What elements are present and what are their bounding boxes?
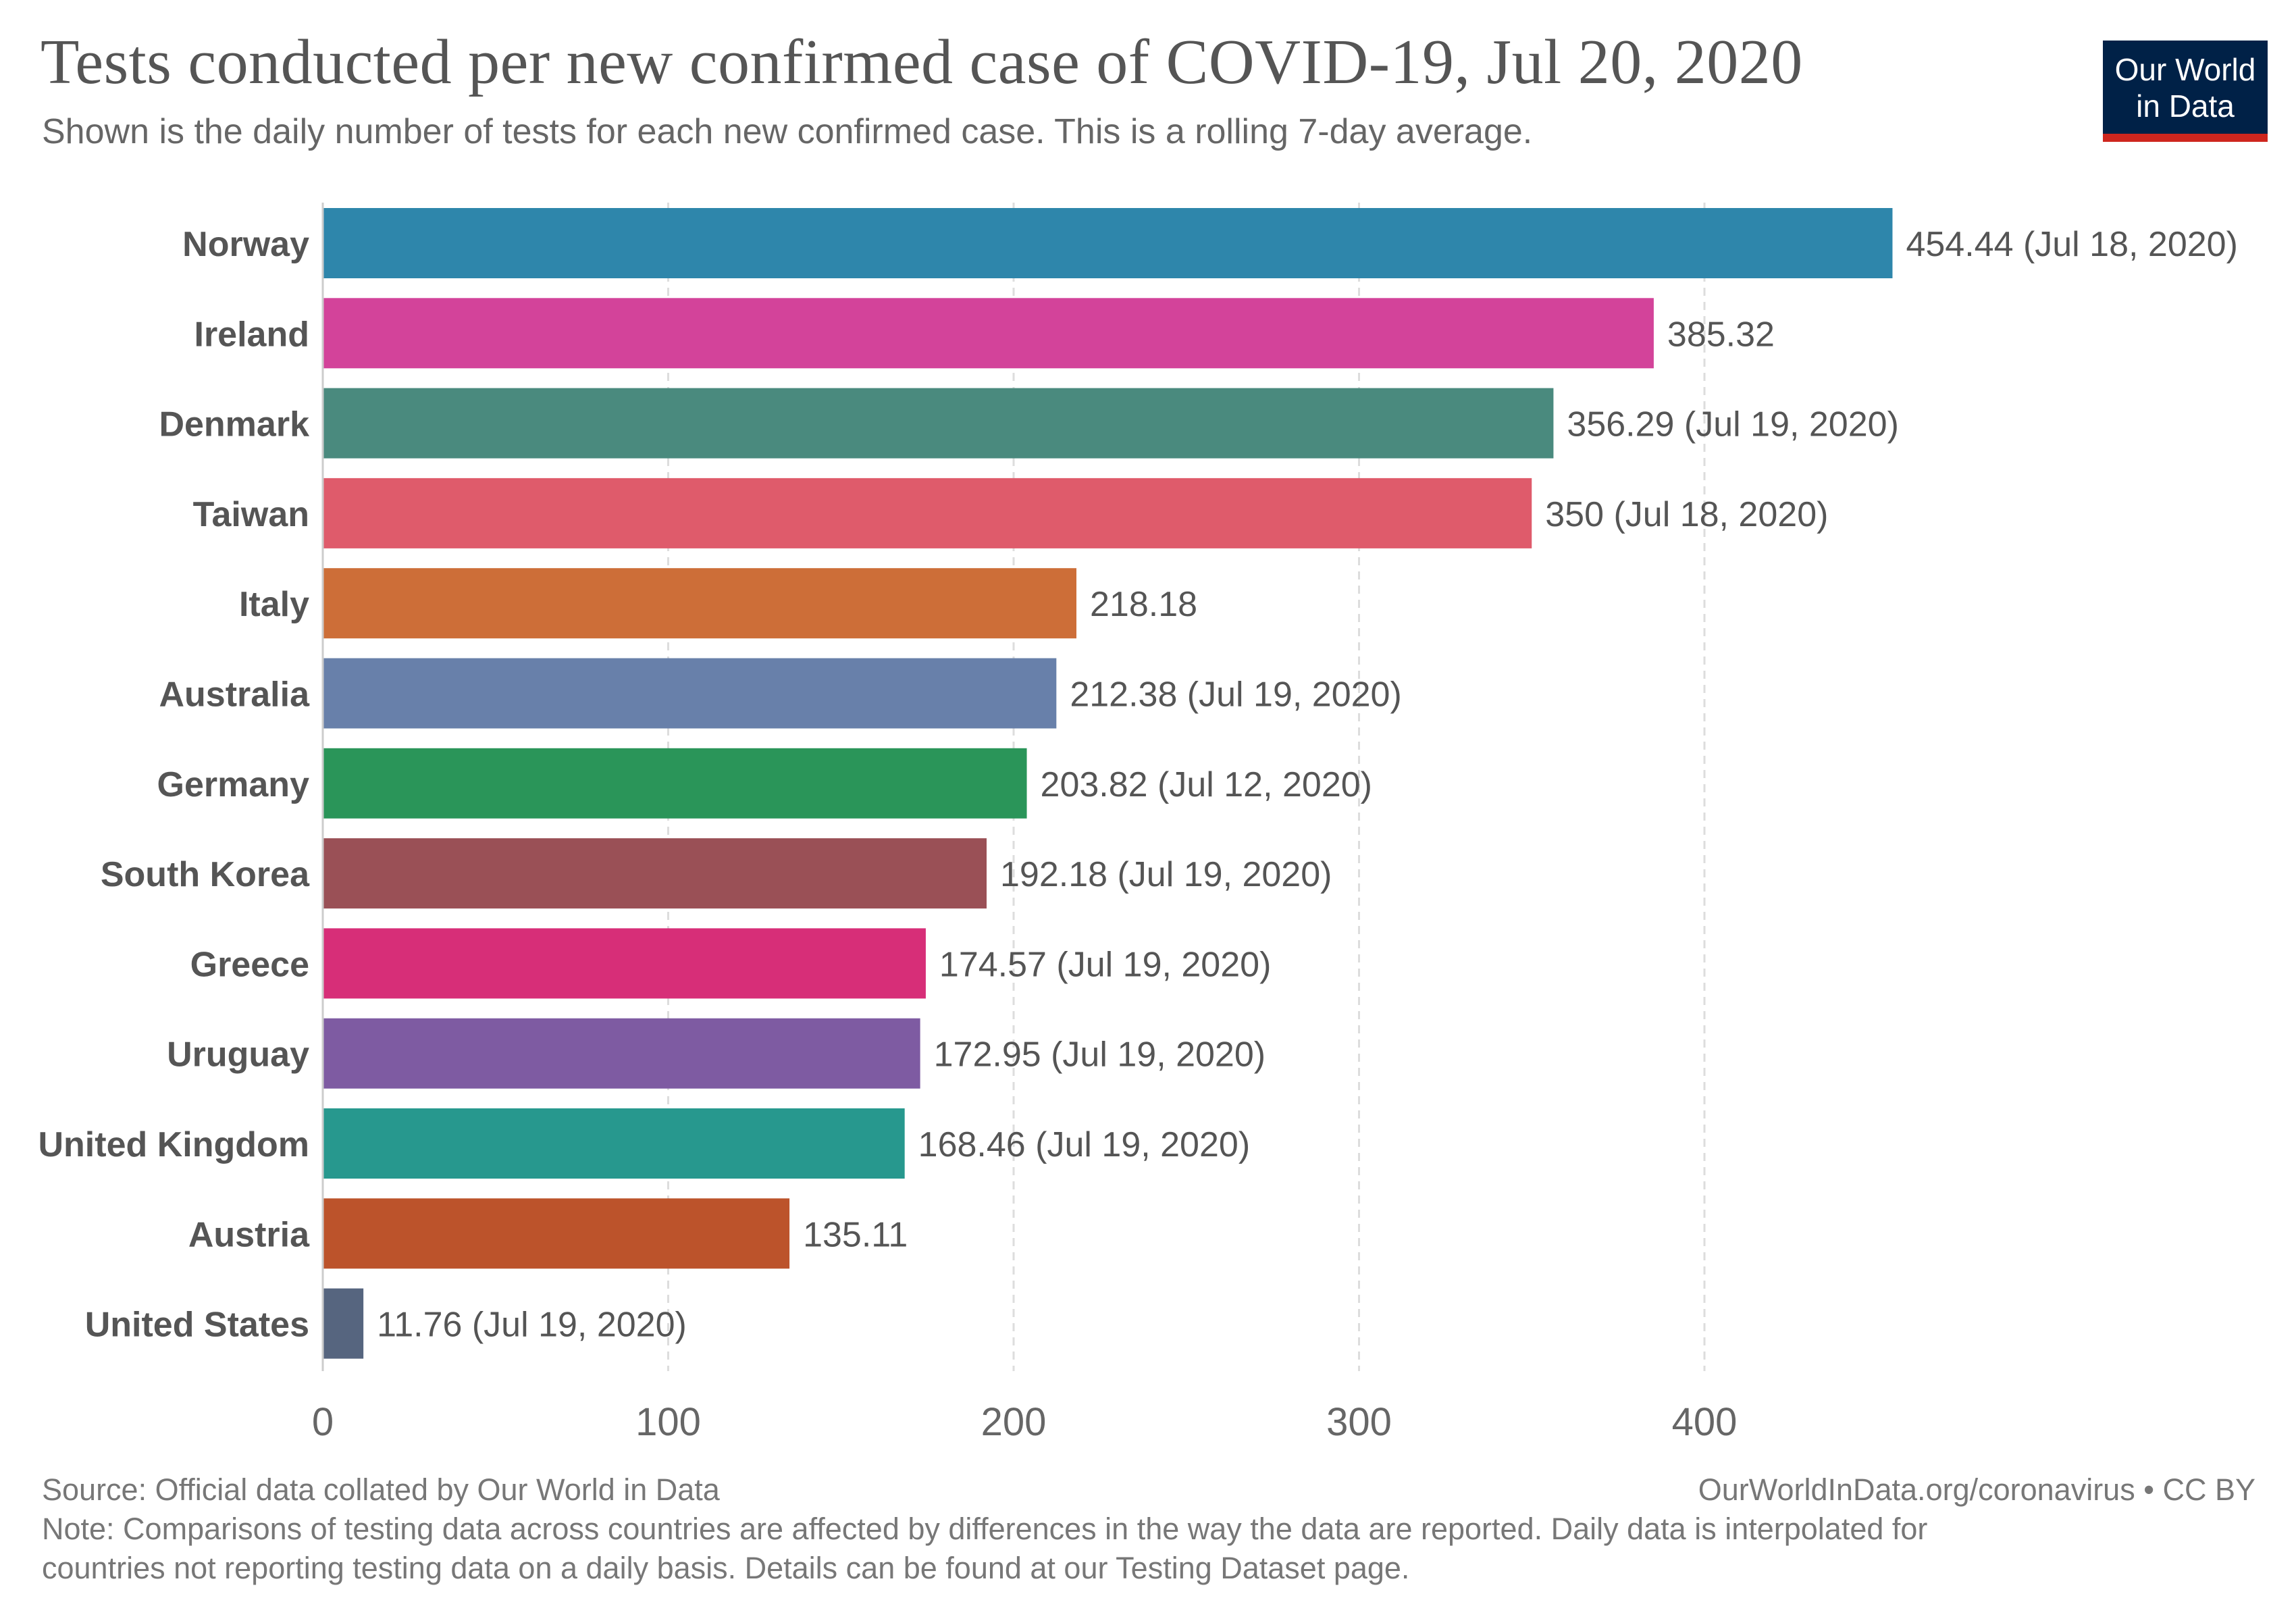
value-label: 172.95 (Jul 19, 2020) xyxy=(934,1035,1266,1075)
category-label: Taiwan xyxy=(193,495,309,534)
category-label: United Kingdom xyxy=(38,1125,309,1164)
bar-ireland xyxy=(323,298,1654,369)
x-tick-label: 0 xyxy=(312,1400,334,1444)
category-label: Italy xyxy=(239,585,309,624)
value-label: 135.11 xyxy=(803,1215,908,1254)
category-label: Germany xyxy=(157,765,310,804)
bar-taiwan xyxy=(323,478,1532,548)
category-label: Denmark xyxy=(159,405,309,444)
value-label: 356.29 (Jul 19, 2020) xyxy=(1567,405,1898,444)
bar-norway xyxy=(323,208,1893,278)
logo-line-1: Our World xyxy=(2114,52,2256,87)
value-label: 350 (Jul 18, 2020) xyxy=(1545,495,1828,534)
bar-austria xyxy=(323,1198,790,1269)
category-label: Ireland xyxy=(194,315,310,354)
category-label: Uruguay xyxy=(167,1035,309,1075)
chart-title: Tests conducted per new confirmed case o… xyxy=(41,27,1803,97)
bar-greece xyxy=(323,928,926,999)
logo-line-2: in Data xyxy=(2136,88,2235,124)
source-text: Source: Official data collated by Our Wo… xyxy=(42,1472,720,1507)
category-label: Australia xyxy=(159,675,310,715)
value-label: 174.57 (Jul 19, 2020) xyxy=(939,945,1271,984)
bar-united-kingdom xyxy=(323,1108,905,1179)
x-tick-label: 200 xyxy=(981,1400,1047,1444)
category-label: Greece xyxy=(190,945,309,984)
chart-subtitle: Shown is the daily number of tests for e… xyxy=(42,112,1533,151)
category-label: United States xyxy=(85,1306,309,1345)
credit-link[interactable]: OurWorldInData.org/coronavirus • CC BY xyxy=(1698,1472,2255,1507)
logo-accent-bar xyxy=(2103,134,2268,142)
bar-italy xyxy=(323,568,1076,639)
x-tick-label: 300 xyxy=(1326,1400,1392,1444)
category-label: Norway xyxy=(182,225,309,264)
bar-australia xyxy=(323,658,1057,729)
category-label: South Korea xyxy=(101,855,310,894)
bar-uruguay xyxy=(323,1018,920,1089)
bar-chart: 0 100 200 300 400 Norway 454.44 (Jul 18, 2020)… xyxy=(38,203,2238,1444)
value-label: 454.44 (Jul 18, 2020) xyxy=(1906,225,2237,264)
value-label: 11.76 (Jul 19, 2020) xyxy=(377,1306,687,1345)
bar-germany xyxy=(323,748,1027,819)
bar-south-korea xyxy=(323,838,987,909)
x-tick-label: 100 xyxy=(635,1400,701,1444)
bar-denmark xyxy=(323,388,1554,459)
value-label: 192.18 (Jul 19, 2020) xyxy=(1000,855,1332,894)
value-label: 203.82 (Jul 12, 2020) xyxy=(1041,765,1372,804)
category-label: Austria xyxy=(188,1215,310,1254)
note-line-1: Note: Comparisons of testing data across… xyxy=(42,1512,1928,1546)
value-label: 385.32 xyxy=(1667,315,1775,354)
x-tick-label: 400 xyxy=(1672,1400,1738,1444)
bar-united-states xyxy=(323,1288,364,1359)
value-label: 212.38 (Jul 19, 2020) xyxy=(1070,675,1401,715)
value-label: 168.46 (Jul 19, 2020) xyxy=(918,1125,1250,1164)
owid-logo[interactable]: Our World in Data xyxy=(2103,41,2268,142)
value-label: 218.18 xyxy=(1090,585,1197,624)
note-line-2: countries not reporting testing data on … xyxy=(42,1551,1410,1585)
